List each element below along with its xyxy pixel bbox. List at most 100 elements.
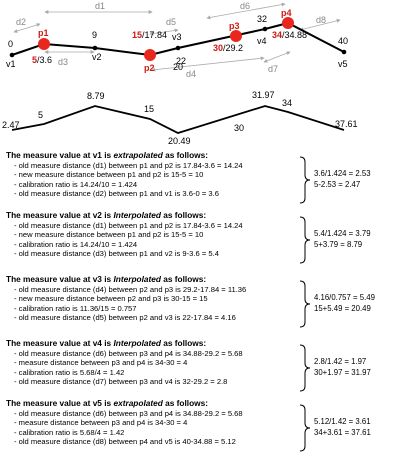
point-p2-marker xyxy=(144,49,156,61)
point-p4-marker xyxy=(282,17,294,29)
list-item: calibration ratio is 5.68/4 = 1.42 xyxy=(14,428,243,437)
segment-label-22: 22 xyxy=(176,56,186,66)
calibrated-profile-diagram: 2.47 5 8.79 15 20.49 30 31.97 34 37.61 xyxy=(2,90,358,144)
list-item: calibration ratio is 14.24/10 = 1.424 xyxy=(14,180,243,189)
d6-label: d6 xyxy=(240,1,250,11)
profile-value-v4: 31.97 xyxy=(252,90,275,100)
vertex-v4-value: 32 xyxy=(257,14,267,24)
section-heading: The measure value at v1 is extrapolated … xyxy=(6,150,208,160)
list-item: old measure distance (d4) between p2 and… xyxy=(14,285,247,294)
list-item: new measure distance between p1 and p2 i… xyxy=(14,170,243,179)
list-item: old measure distance (d6) between p3 and… xyxy=(14,409,243,418)
d7-label: d7 xyxy=(268,64,278,74)
bullet-list: old measure distance (d6) between p3 and… xyxy=(14,349,243,386)
vertex-v4-marker xyxy=(262,26,268,32)
list-item: calibration ratio is 14.24/10 = 1.424 xyxy=(14,240,243,249)
vertex-v4-name: v4 xyxy=(257,36,267,46)
vertex-v3-name: v3 xyxy=(172,32,182,42)
profile-value-p3: 30 xyxy=(234,123,244,133)
calculation-result: 5.4/1.424 = 3.79 5+3.79 = 8.79 xyxy=(314,229,371,249)
list-item: measure distance between p3 and p4 is 34… xyxy=(14,358,243,367)
vertex-v3-marker xyxy=(175,45,181,51)
vertex-v5-marker xyxy=(341,49,347,55)
vertex-v3-value: 20 xyxy=(173,62,183,72)
section-heading: The measure value at v3 is Interpolated … xyxy=(6,274,207,284)
d4-arrow xyxy=(151,56,265,72)
route-calibration-diagram: d1 d2 d3 d4 d5 d6 d7 d8 0 v1 9 v2 20 v3 … xyxy=(6,1,348,79)
d5-label: d5 xyxy=(166,17,176,27)
bullet-list: old measure distance (d1) between p1 and… xyxy=(14,221,243,258)
profile-value-p1: 5 xyxy=(38,110,43,120)
vertex-markers xyxy=(9,26,347,58)
d7-arrow xyxy=(263,51,291,63)
vertex-v5-name: v5 xyxy=(338,59,348,69)
point-p3-name: p3 xyxy=(229,21,240,31)
vertex-v1-value: 0 xyxy=(8,39,13,49)
list-item: new measure distance between p1 and p2 i… xyxy=(14,230,243,239)
calculation-result: 3.6/1.424 = 2.53 5-2.53 = 2.47 xyxy=(314,169,371,189)
right-brace-icon xyxy=(299,344,311,392)
list-item: old measure distance (d3) between p1 and… xyxy=(14,249,243,258)
profile-value-v1: 2.47 xyxy=(2,120,20,130)
list-item: old measure distance (d5) between p2 and… xyxy=(14,313,246,322)
list-item: measure distance between p3 and p4 is 34… xyxy=(14,418,243,427)
list-item: old measure distance (d1) between p1 and… xyxy=(14,221,243,230)
vertex-v2-name: v2 xyxy=(92,52,102,62)
list-item: old measure distance (d2) between p1 and… xyxy=(14,189,243,198)
vertex-v2-value: 9 xyxy=(92,30,97,40)
point-p1-name: p1 xyxy=(38,28,49,38)
d4-label: d4 xyxy=(186,69,196,79)
profile-value-v2: 8.79 xyxy=(87,91,105,101)
calculation-result: 5.12/1.42 = 3.61 34+3.61 = 37.61 xyxy=(314,417,371,437)
point-p3-measure: 30/29.2 xyxy=(213,43,243,53)
point-p2-name: p2 xyxy=(144,63,155,73)
bullet-list: old measure distance (d4) between p2 and… xyxy=(14,285,247,322)
bullet-list: old measure distance (d6) between p3 and… xyxy=(14,409,243,446)
profile-value-p4: 34 xyxy=(282,98,292,108)
profile-value-v5: 37.61 xyxy=(335,119,358,129)
calibration-points xyxy=(38,17,294,61)
calculation-result: 4.16/0.757 = 5.49 15+5.49 = 20.49 xyxy=(314,293,375,313)
list-item: old measure distance (d7) between p3 and… xyxy=(14,377,243,386)
vertex-v1-marker xyxy=(9,52,15,58)
point-p4-name: p4 xyxy=(281,8,292,18)
point-p1-measure: 5/3.6 xyxy=(32,55,52,65)
list-item: new measure distance between p2 and p3 i… xyxy=(14,294,246,303)
d1-label: d1 xyxy=(95,1,105,11)
point-p4-measure: 34/34.88 xyxy=(272,30,307,40)
d3-label: d3 xyxy=(58,57,68,67)
section-v2: The measure value at v2 is Interpolated … xyxy=(0,210,400,268)
section-heading: The measure value at v4 is Interpolated … xyxy=(6,338,207,348)
d2-arrow xyxy=(13,23,41,33)
d5-arrow xyxy=(149,28,179,36)
d8-label: d8 xyxy=(316,15,326,25)
section-v5: The measure value at v5 is extrapolated … xyxy=(0,398,400,456)
profile-value-v3: 20.49 xyxy=(168,136,191,144)
section-heading: The measure value at v5 is extrapolated … xyxy=(6,398,208,408)
d2-label: d2 xyxy=(16,17,26,27)
list-item: old measure distance (d1) between p1 and… xyxy=(14,161,243,170)
profile-value-p2: 15 xyxy=(144,104,154,114)
bullet-list: old measure distance (d1) between p1 and… xyxy=(14,161,243,198)
vertex-v1-name: v1 xyxy=(6,59,16,69)
vertex-v5-value: 40 xyxy=(338,36,348,46)
point-p2-measure: 15/17.84 xyxy=(132,30,167,40)
list-item: old measure distance (d8) between p4 and… xyxy=(14,437,243,446)
calculation-result: 2.8/1.42 = 1.97 30+1.97 = 31.97 xyxy=(314,357,371,377)
section-heading: The measure value at v2 is Interpolated … xyxy=(6,210,207,220)
section-v3: The measure value at v3 is Interpolated … xyxy=(0,274,400,332)
section-v4: The measure value at v4 is Interpolated … xyxy=(0,338,400,396)
right-brace-icon xyxy=(299,216,311,264)
right-brace-icon xyxy=(299,156,311,204)
d8-arrow xyxy=(299,18,341,32)
d6-arrow xyxy=(206,2,286,20)
list-item: old measure distance (d6) between p3 and… xyxy=(14,349,243,358)
profile-line xyxy=(11,105,345,134)
point-p3-marker xyxy=(230,30,242,42)
list-item: calibration ratio is 5.68/4 = 1.42 xyxy=(14,368,243,377)
right-brace-icon xyxy=(299,280,311,328)
dimension-arrows xyxy=(13,2,341,72)
list-item: calibration ratio is 11.36/15 = 0.757 xyxy=(14,304,246,313)
right-brace-icon xyxy=(299,404,311,452)
section-v1: The measure value at v1 is extrapolated … xyxy=(0,150,400,208)
